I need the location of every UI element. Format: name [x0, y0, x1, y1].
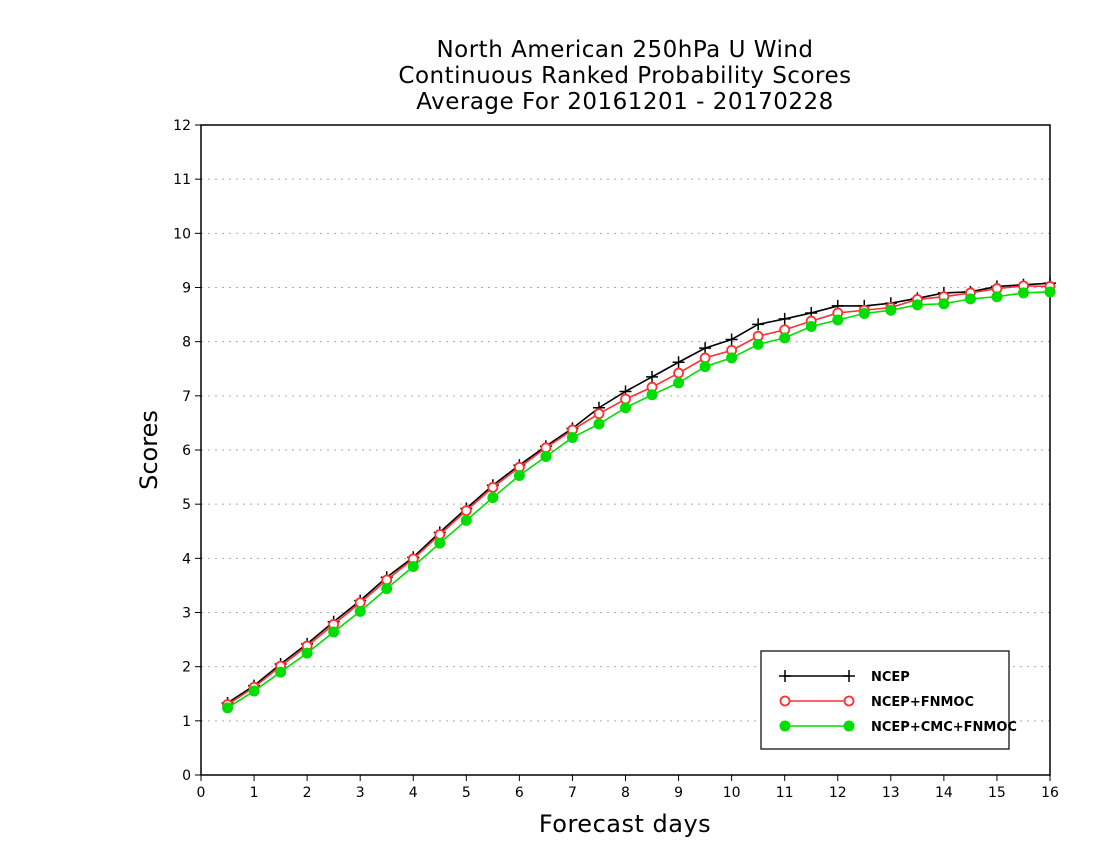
- data-point-ncep-fnmoc: [540, 442, 552, 454]
- x-tick-label: 15: [988, 785, 1006, 801]
- data-point-ncep: [699, 342, 712, 355]
- x-tick-label: 1: [250, 785, 259, 801]
- data-point-ncep: [752, 318, 765, 331]
- data-point-ncep-cmc-fnmoc: [407, 560, 419, 572]
- y-tick-label: 9: [182, 281, 191, 297]
- y-tick-label: 12: [173, 118, 191, 134]
- data-point-ncep-cmc-fnmoc: [779, 332, 791, 344]
- y-tick-label: 1: [182, 714, 191, 730]
- data-point-ncep-cmc-fnmoc: [938, 298, 950, 310]
- data-point-ncep-fnmoc: [460, 505, 472, 517]
- data-point-ncep-cmc-fnmoc: [964, 293, 976, 305]
- data-point-ncep-cmc-fnmoc: [460, 514, 472, 526]
- series-line-ncep-cmc-fnmoc: [227, 291, 1051, 709]
- data-point-ncep-cmc-fnmoc: [1044, 286, 1056, 298]
- x-tick-label: 3: [356, 785, 365, 801]
- x-tick-label: 13: [882, 785, 900, 801]
- legend-box: [760, 650, 1010, 750]
- data-point-ncep-cmc-fnmoc: [593, 418, 605, 430]
- x-tick-label: 14: [935, 785, 953, 801]
- data-point-ncep-cmc-fnmoc: [885, 304, 897, 316]
- data-point-ncep-cmc-fnmoc: [434, 537, 446, 549]
- data-point-ncep-cmc-fnmoc: [540, 451, 552, 462]
- legend-marker-ncep-fnmoc: [779, 695, 791, 707]
- y-tick-label: 8: [182, 335, 191, 351]
- data-point-ncep-cmc-fnmoc: [354, 605, 366, 617]
- data-point-ncep: [725, 333, 738, 346]
- data-point-ncep-fnmoc: [354, 597, 366, 609]
- data-point-ncep-cmc-fnmoc: [381, 583, 393, 595]
- y-tick-label: 10: [173, 226, 191, 242]
- legend-label-ncep: NCEP: [871, 670, 910, 685]
- x-tick-label: 12: [829, 785, 847, 801]
- x-tick-label: 9: [674, 785, 683, 801]
- legend-marker-ncep: [843, 670, 855, 682]
- data-point-ncep: [778, 312, 791, 325]
- data-point-ncep-cmc-fnmoc: [222, 702, 234, 714]
- data-point-ncep-cmc-fnmoc: [805, 321, 817, 332]
- data-point-ncep-cmc-fnmoc: [487, 492, 499, 504]
- data-point-ncep-cmc-fnmoc: [620, 402, 631, 414]
- x-tick-label: 6: [515, 785, 524, 801]
- data-point-ncep-cmc-fnmoc: [673, 377, 685, 389]
- data-point-ncep: [672, 356, 685, 369]
- data-point-ncep-cmc-fnmoc: [832, 314, 844, 326]
- data-point-ncep-fnmoc: [620, 393, 631, 405]
- series-line-ncep: [227, 282, 1051, 704]
- data-point-ncep-cmc-fnmoc: [248, 685, 260, 697]
- data-point-ncep: [646, 370, 659, 383]
- x-tick-label: 0: [197, 785, 206, 801]
- y-tick-label: 2: [182, 660, 191, 676]
- data-point-ncep-cmc-fnmoc: [726, 352, 738, 364]
- x-tick-label: 5: [462, 785, 471, 801]
- data-point-ncep-fnmoc: [699, 352, 711, 364]
- y-tick-label: 5: [182, 497, 191, 513]
- legend-label-ncep-cmc-fnmoc: NCEP+CMC+FNMOC: [871, 720, 1017, 735]
- data-point-ncep-fnmoc: [434, 529, 446, 540]
- x-tick-label: 7: [568, 785, 577, 801]
- data-point-ncep-cmc-fnmoc: [911, 299, 923, 311]
- x-tick-label: 2: [303, 785, 312, 801]
- data-point-ncep-fnmoc: [673, 367, 684, 379]
- chart-title-line-3: Average For 20161201 - 20170228: [416, 89, 834, 115]
- legend-marker-ncep-cmc-fnmoc: [779, 720, 791, 732]
- x-axis-label: Forecast days: [538, 810, 712, 838]
- series-line-ncep-fnmoc: [227, 285, 1051, 706]
- x-tick-label: 10: [723, 785, 741, 801]
- x-tick-label: 11: [776, 785, 794, 801]
- data-point-ncep-cmc-fnmoc: [328, 626, 340, 638]
- y-tick-label: 0: [182, 768, 191, 784]
- x-tick-label: 4: [409, 785, 418, 801]
- data-point-ncep-cmc-fnmoc: [513, 469, 525, 481]
- y-tick-label: 11: [173, 172, 191, 188]
- data-point-ncep-fnmoc: [593, 408, 605, 420]
- x-tick-label: 16: [1041, 785, 1059, 801]
- y-tick-label: 4: [182, 551, 191, 567]
- data-point-ncep-cmc-fnmoc: [752, 338, 764, 350]
- data-point-ncep-cmc-fnmoc: [858, 308, 870, 319]
- chart-title-line-2: Continuous Ranked Probability Scores: [398, 63, 852, 89]
- legend-marker-ncep: [779, 670, 791, 682]
- x-tick-label: 8: [621, 785, 630, 801]
- y-tick-label: 7: [182, 389, 191, 405]
- data-point-ncep-cmc-fnmoc: [646, 389, 658, 401]
- y-tick-label: 3: [182, 606, 191, 622]
- data-point-ncep-cmc-fnmoc: [699, 361, 711, 373]
- data-point-ncep-cmc-fnmoc: [275, 666, 287, 678]
- data-point-ncep-cmc-fnmoc: [1017, 287, 1029, 299]
- data-point-ncep-cmc-fnmoc: [301, 647, 313, 659]
- legend-label-ncep-fnmoc: NCEP+FNMOC: [871, 695, 974, 710]
- legend-marker-ncep-fnmoc: [843, 695, 855, 707]
- data-point-ncep-fnmoc: [487, 481, 499, 493]
- data-point-ncep-fnmoc: [381, 574, 393, 586]
- chart-title-line-1: North American 250hPa U Wind: [436, 37, 814, 63]
- y-axis-label: Scores: [135, 410, 163, 490]
- y-tick-label: 6: [182, 443, 191, 459]
- data-point-ncep-cmc-fnmoc: [991, 291, 1003, 303]
- legend-marker-ncep-cmc-fnmoc: [843, 720, 855, 732]
- data-point-ncep-cmc-fnmoc: [566, 432, 578, 444]
